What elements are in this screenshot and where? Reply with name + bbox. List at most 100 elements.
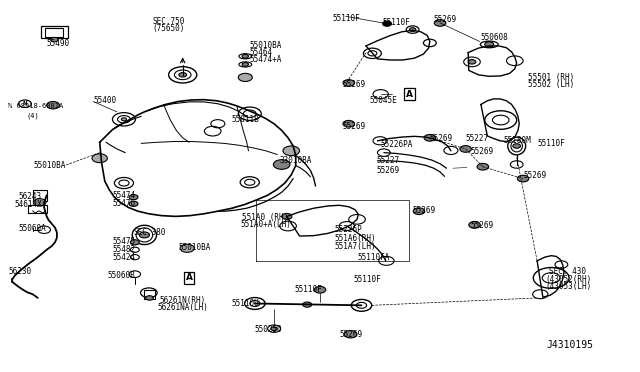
Text: A: A <box>406 90 413 99</box>
Text: 55110U: 55110U <box>232 299 260 308</box>
Text: J4310195: J4310195 <box>547 340 594 350</box>
Text: 55269: 55269 <box>342 122 365 131</box>
Text: 55010BA: 55010BA <box>34 161 67 170</box>
Text: 55180M: 55180M <box>504 136 532 145</box>
Circle shape <box>383 21 392 26</box>
Circle shape <box>517 175 529 182</box>
Text: 55424: 55424 <box>113 253 136 262</box>
Circle shape <box>146 296 154 300</box>
Text: 55110F: 55110F <box>383 19 410 28</box>
Text: 55464: 55464 <box>250 48 273 57</box>
Text: 55269: 55269 <box>470 147 493 156</box>
Circle shape <box>435 20 446 26</box>
Text: 55045E: 55045E <box>370 96 397 105</box>
Text: 55011B: 55011B <box>232 115 260 124</box>
Text: 55060B: 55060B <box>108 271 136 280</box>
Circle shape <box>129 201 138 206</box>
Text: 56230: 56230 <box>8 267 31 276</box>
Circle shape <box>468 60 476 64</box>
Text: (4): (4) <box>26 112 39 119</box>
Circle shape <box>131 240 140 245</box>
Text: 55269: 55269 <box>430 134 453 143</box>
Circle shape <box>271 327 277 331</box>
Circle shape <box>140 232 150 238</box>
Circle shape <box>344 331 357 338</box>
Text: SEC. 430: SEC. 430 <box>548 267 586 276</box>
Circle shape <box>129 195 138 200</box>
Circle shape <box>179 73 186 77</box>
Text: 56261NA(LH): 56261NA(LH) <box>158 303 209 312</box>
Text: 55474+A: 55474+A <box>250 55 282 64</box>
Text: N: N <box>22 101 28 106</box>
Circle shape <box>242 62 248 66</box>
Text: A: A <box>186 273 193 282</box>
Text: 55400: 55400 <box>93 96 116 105</box>
Text: 55269: 55269 <box>342 80 365 89</box>
Text: 55269: 55269 <box>523 171 546 180</box>
Text: 55110F: 55110F <box>537 139 565 148</box>
Circle shape <box>238 73 252 81</box>
Text: 55110F: 55110F <box>333 14 360 23</box>
Circle shape <box>424 135 436 141</box>
Text: 55226PA: 55226PA <box>381 140 413 149</box>
Text: 55110F: 55110F <box>294 285 322 294</box>
Bar <box>145 290 155 299</box>
Circle shape <box>51 37 58 42</box>
Text: 55482: 55482 <box>113 245 136 254</box>
Text: 55010BA: 55010BA <box>250 41 282 50</box>
Text: 55269: 55269 <box>376 166 399 174</box>
Text: 55226P: 55226P <box>334 225 362 234</box>
Circle shape <box>477 163 488 170</box>
Circle shape <box>484 42 493 47</box>
Text: 550608: 550608 <box>481 33 509 42</box>
Circle shape <box>460 145 471 152</box>
Text: 551A0 (RH): 551A0 (RH) <box>242 213 289 222</box>
Text: 551A7(LH): 551A7(LH) <box>334 241 376 250</box>
Text: 55490: 55490 <box>47 39 70 48</box>
Circle shape <box>282 214 292 219</box>
Circle shape <box>33 199 46 206</box>
Circle shape <box>343 121 355 127</box>
Text: 55474: 55474 <box>113 191 136 200</box>
Text: 55269: 55269 <box>470 221 493 230</box>
Bar <box>28 205 47 213</box>
Circle shape <box>283 146 300 155</box>
Text: 55110F: 55110F <box>353 275 381 284</box>
Text: 55475: 55475 <box>113 237 136 246</box>
Circle shape <box>413 208 425 215</box>
Text: 33010BA: 33010BA <box>280 155 312 164</box>
Circle shape <box>122 118 127 121</box>
Text: 56261N(RH): 56261N(RH) <box>159 296 205 305</box>
Text: 55269: 55269 <box>413 206 436 215</box>
Text: 551A6(RH): 551A6(RH) <box>334 234 376 243</box>
Text: (75650): (75650) <box>152 24 184 33</box>
Text: 55227: 55227 <box>376 156 399 165</box>
Bar <box>41 26 68 38</box>
Text: 55269: 55269 <box>339 330 362 340</box>
Text: 55501 (RH): 55501 (RH) <box>527 73 574 82</box>
Circle shape <box>273 160 290 169</box>
Circle shape <box>314 286 326 293</box>
Circle shape <box>47 102 60 109</box>
Circle shape <box>92 154 108 163</box>
Circle shape <box>303 302 312 307</box>
Text: 55060A: 55060A <box>19 224 46 233</box>
Text: A: A <box>406 90 413 99</box>
Circle shape <box>180 244 194 252</box>
Text: (43052(RH): (43052(RH) <box>545 275 591 284</box>
Circle shape <box>410 28 416 32</box>
Text: SEC.750: SEC.750 <box>152 17 184 26</box>
Text: 55269: 55269 <box>434 16 457 25</box>
Text: 55227: 55227 <box>466 134 489 143</box>
Text: 55010BA: 55010BA <box>178 243 211 251</box>
Text: ℕ 08918-6081A: ℕ 08918-6081A <box>8 103 63 109</box>
Circle shape <box>242 54 248 58</box>
Text: 55025D: 55025D <box>255 325 283 334</box>
Text: 54614X: 54614X <box>15 200 42 209</box>
Text: 56243: 56243 <box>19 192 42 201</box>
Text: 55476: 55476 <box>113 199 136 208</box>
Circle shape <box>513 144 520 148</box>
Text: 55502 (LH): 55502 (LH) <box>527 80 574 89</box>
Text: SEC.380: SEC.380 <box>134 228 166 237</box>
Circle shape <box>343 80 355 86</box>
